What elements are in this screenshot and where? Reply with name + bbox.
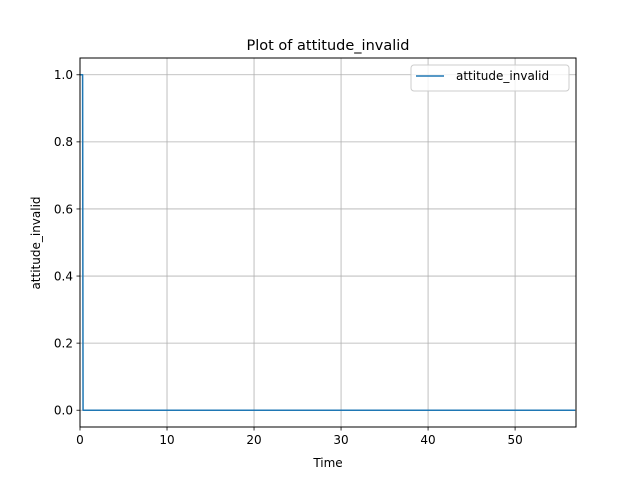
- x-tick-label: 50: [507, 433, 522, 447]
- y-tick-label: 0.6: [54, 202, 73, 216]
- y-tick-label: 0.0: [54, 404, 73, 418]
- legend-box: [410, 64, 570, 92]
- y-tick-label: 1.0: [54, 68, 73, 82]
- series-layer: [80, 74, 576, 411]
- y-axis-label: attitude_invalid: [29, 196, 43, 289]
- x-tick-label: 0: [76, 433, 84, 447]
- series-line-attitude_invalid: [80, 74, 576, 411]
- y-tick-label: 0.8: [54, 135, 73, 149]
- x-tick-label: 30: [333, 433, 348, 447]
- x-axis-label: Time: [312, 456, 342, 470]
- legend-entry-label: attitude_invalid: [456, 69, 549, 83]
- legend: attitude_invalid: [410, 64, 570, 92]
- y-tick-label: 0.2: [54, 336, 73, 350]
- axis-ticks: 0 10 20 30 40 50 0.0 0.2 0.4 0.6 0.8 1.0: [54, 68, 523, 447]
- y-tick-label: 0.4: [54, 269, 73, 283]
- x-tick-label: 20: [246, 433, 261, 447]
- chart-title: Plot of attitude_invalid: [246, 38, 409, 54]
- x-tick-label: 10: [159, 433, 174, 447]
- x-tick-label: 40: [420, 433, 435, 447]
- grid: [79, 58, 576, 427]
- plot-frame: [79, 57, 577, 428]
